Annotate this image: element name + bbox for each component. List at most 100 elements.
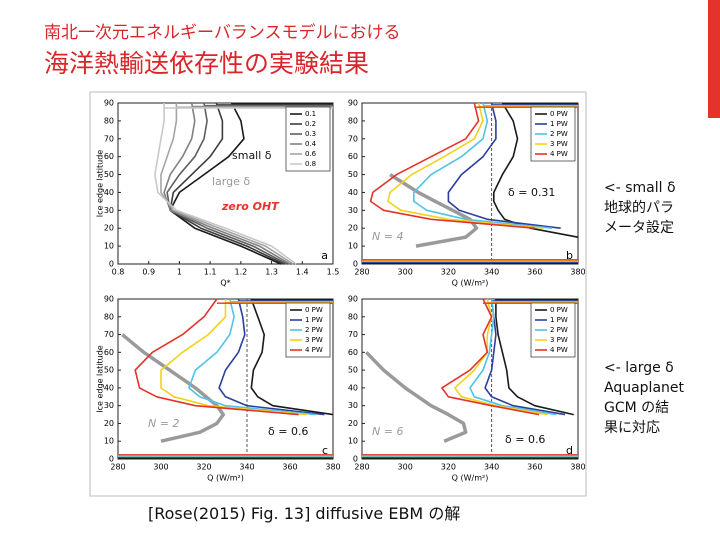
legend-label: 1 PW	[550, 316, 568, 324]
annotation: large δ	[212, 175, 250, 188]
y-tick-label: 0	[109, 260, 114, 269]
series-line	[387, 102, 544, 229]
y-tick-label: 40	[348, 188, 358, 197]
legend-label: 1 PW	[305, 316, 323, 324]
y-tick-label: 90	[104, 99, 114, 108]
y-tick-label: 50	[348, 366, 358, 375]
y-tick-label: 60	[104, 152, 114, 161]
x-tick-label: 300	[398, 463, 413, 472]
x-tick-label: 1.1	[204, 268, 217, 277]
panel-label: d	[566, 444, 573, 457]
x-tick-label: 280	[354, 463, 369, 472]
x-tick-label: 340	[484, 268, 499, 277]
x-tick-label: 340	[484, 463, 499, 472]
x-axis-label: Q (W/m²)	[207, 474, 244, 483]
series-line	[250, 298, 334, 416]
y-tick-label: 60	[104, 348, 114, 357]
series-line	[469, 298, 557, 416]
legend-label: 0.3	[305, 130, 316, 138]
legend-label: 2 PW	[550, 130, 568, 138]
annotation: small δ	[232, 149, 272, 162]
x-tick-label: 360	[527, 463, 542, 472]
series-line	[484, 298, 566, 416]
y-tick-label: 70	[348, 134, 358, 143]
series-line	[218, 298, 325, 416]
legend-label: 0.2	[305, 120, 316, 128]
legend-label: 1 PW	[550, 120, 568, 128]
y-tick-label: 30	[104, 401, 114, 410]
series-line	[441, 298, 540, 416]
legend-label: 0.1	[305, 110, 316, 118]
series-line	[169, 102, 285, 265]
x-tick-label: 1	[177, 268, 182, 277]
figure-frame	[89, 91, 587, 497]
x-tick-label: 320	[196, 463, 211, 472]
y-tick-label: 90	[104, 295, 114, 304]
y-tick-label: 10	[104, 437, 114, 446]
x-tick-label: 1.4	[296, 268, 309, 277]
reference-curve	[389, 173, 479, 248]
x-axis-label: Q*	[220, 279, 230, 288]
x-tick-label: 380	[325, 463, 340, 472]
y-tick-label: 40	[348, 383, 358, 392]
annotation: δ = 0.31	[508, 186, 555, 199]
y-tick-label: 80	[104, 116, 114, 125]
title-line: 南北一次元エネルギーバランスモデルにおける	[44, 23, 401, 43]
y-tick-label: 20	[348, 224, 358, 233]
legend-label: 0 PW	[305, 306, 323, 314]
x-tick-label: 1.3	[265, 268, 278, 277]
accent-bar	[708, 0, 720, 118]
note: <- large δ Aquaplanet GCM の結 果に対応	[604, 358, 684, 438]
legend-label: 0.8	[305, 160, 316, 168]
legend-label: 0 PW	[550, 110, 568, 118]
title-main: 海洋熱輸送依存性の実験結果	[44, 49, 370, 78]
annotation: N = 2	[148, 417, 179, 430]
panel-label: c	[322, 444, 328, 457]
legend-box	[285, 106, 331, 172]
y-tick-label: 50	[348, 170, 358, 179]
panel-label: b	[566, 249, 573, 262]
y-tick-label: 30	[104, 206, 114, 215]
series-line	[169, 102, 282, 265]
legend-label: 2 PW	[550, 326, 568, 334]
plot-frame	[361, 102, 579, 265]
legend-label: 4 PW	[550, 346, 568, 354]
x-tick-label: 280	[110, 463, 125, 472]
y-tick-label: 40	[104, 188, 114, 197]
x-tick-label: 360	[282, 463, 297, 472]
series-line	[134, 298, 299, 416]
y-tick-label: 10	[348, 437, 358, 446]
x-tick-label: 320	[441, 268, 456, 277]
series-line	[454, 298, 548, 416]
y-tick-label: 80	[348, 312, 358, 321]
y-tick-label: 90	[348, 295, 358, 304]
y-tick-label: 30	[348, 401, 358, 410]
x-axis-label: Q (W/m²)	[452, 279, 489, 288]
y-tick-label: 70	[104, 134, 114, 143]
y-tick-label: 70	[104, 330, 114, 339]
legend-label: 0.6	[305, 150, 317, 158]
legend-label: 0.4	[305, 140, 317, 148]
series-line	[188, 298, 316, 416]
y-tick-label: 90	[348, 99, 358, 108]
panel-label: a	[321, 249, 328, 262]
legend-label: 3 PW	[550, 336, 568, 344]
y-tick-label: 0	[109, 455, 114, 464]
y-tick-label: 10	[348, 242, 358, 251]
x-tick-label: 1.2	[234, 268, 247, 277]
x-tick-label: 280	[354, 268, 369, 277]
note-line: <- small δ	[604, 180, 676, 196]
y-tick-label: 30	[348, 206, 358, 215]
y-tick-label: 60	[348, 348, 358, 357]
annotation: N = 4	[372, 230, 403, 243]
y-tick-label: 80	[104, 312, 114, 321]
annotation: δ = 0.6	[505, 433, 545, 446]
series-line	[163, 102, 291, 265]
x-axis-label: Q (W/m²)	[452, 474, 489, 483]
y-axis-label: Ice edge latitude	[96, 345, 105, 413]
legend-label: 3 PW	[550, 140, 568, 148]
x-tick-label: 0.8	[112, 268, 125, 277]
note-line: 地球的パラ	[604, 200, 674, 216]
